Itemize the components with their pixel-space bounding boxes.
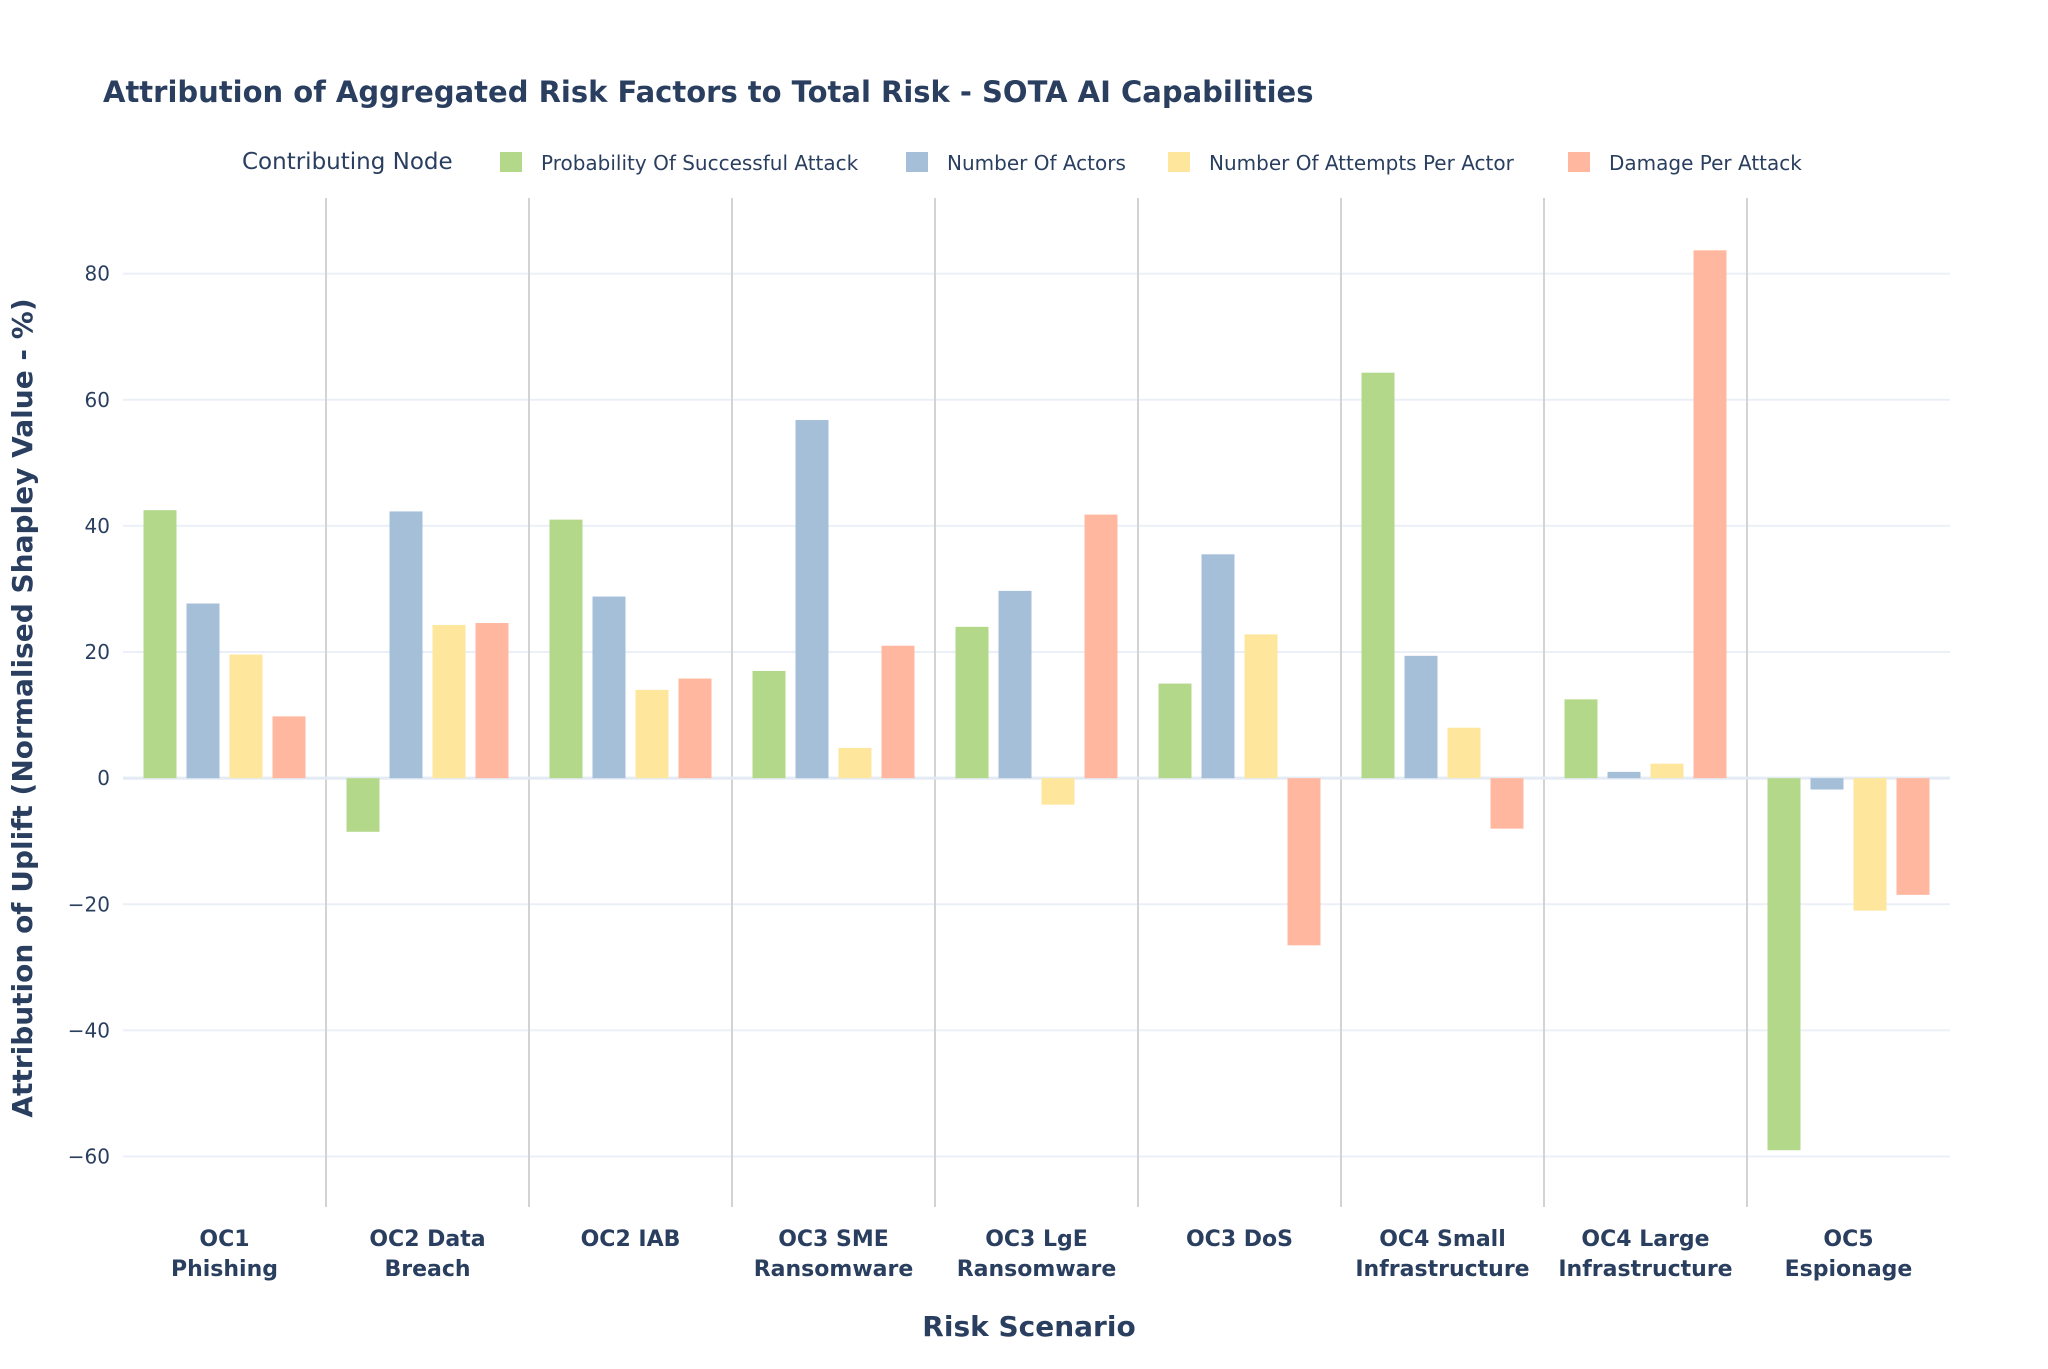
y-tick-label: 60 [85,388,110,412]
bar[interactable] [1767,778,1801,1151]
bar[interactable] [838,747,872,779]
bar[interactable] [143,510,177,779]
bar[interactable] [1564,699,1598,779]
legend-swatch[interactable] [1168,152,1190,172]
x-category-label: OC2 Data [369,1227,485,1252]
bar[interactable] [475,623,509,779]
bar[interactable] [1361,372,1395,779]
bar[interactable] [998,590,1032,779]
chart-title: Attribution of Aggregated Risk Factors t… [103,75,1313,109]
bar[interactable] [1853,778,1887,911]
x-category-labels: OC1 Phishing OC2 Data Breach OC2 IAB OC3 SME R… [171,1227,1912,1282]
legend-swatch[interactable] [500,152,522,172]
bar[interactable] [881,645,915,779]
bar[interactable] [186,603,220,779]
y-tick-label: 80 [85,262,110,286]
y-tick-label: −20 [68,892,110,916]
bar[interactable] [752,670,786,779]
legend-swatch[interactable] [906,152,928,172]
x-category-label: Breach [384,1257,470,1282]
x-category-label: OC3 SME [778,1227,889,1252]
y-tick-label: −40 [68,1018,110,1042]
bar[interactable] [795,419,829,779]
category-separators [325,198,1748,1207]
x-category-label: OC1 [199,1227,249,1252]
x-category-label: OC3 DoS [1186,1227,1293,1252]
y-tick-labels: −60 −40 −20 0 20 40 60 80 [68,262,110,1169]
bar[interactable] [635,689,669,779]
y-axis-title: Attribution of Uplift (Normalised Shaple… [6,298,39,1117]
legend: Contributing Node Probability Of Successf… [242,149,1802,175]
legend-title: Contributing Node [242,149,453,175]
legend-swatch[interactable] [1568,152,1590,172]
bar[interactable] [1490,778,1524,829]
bar[interactable] [1810,778,1844,790]
legend-label[interactable]: Number Of Actors [947,151,1126,175]
bar[interactable] [1201,554,1235,779]
x-category-label: Ransomware [957,1257,1117,1282]
x-category-label: OC5 [1823,1227,1873,1252]
x-category-label: Infrastructure [1355,1257,1529,1282]
bar[interactable] [346,778,380,832]
x-category-label: OC3 LgE [985,1227,1088,1252]
bar[interactable] [1896,778,1930,895]
x-category-label: Phishing [171,1257,278,1282]
bar[interactable] [1693,250,1727,779]
y-tick-label: −60 [68,1145,110,1169]
bar[interactable] [272,716,306,779]
bar[interactable] [432,624,466,779]
legend-label[interactable]: Number Of Attempts Per Actor [1209,151,1515,175]
bar[interactable] [678,678,712,779]
bars-layer [143,250,1930,1151]
bar[interactable] [1158,683,1192,779]
bar[interactable] [1287,778,1321,946]
x-category-label: Espionage [1785,1257,1913,1282]
bar[interactable] [1404,655,1438,779]
y-tick-label: 0 [97,766,110,790]
bar[interactable] [229,654,263,779]
bar[interactable] [592,596,626,779]
legend-label[interactable]: Probability Of Successful Attack [541,151,859,175]
x-axis-title: Risk Scenario [922,1310,1135,1343]
x-category-label: OC4 Large [1581,1227,1709,1252]
x-category-label: Infrastructure [1558,1257,1732,1282]
bar[interactable] [1041,778,1075,805]
x-category-label: Ransomware [754,1257,914,1282]
bar[interactable] [389,511,423,779]
bar[interactable] [1084,514,1118,779]
x-category-label: OC2 IAB [581,1227,681,1252]
grid-layer [123,272,1950,1158]
y-tick-label: 20 [85,640,110,664]
legend-label[interactable]: Damage Per Attack [1609,151,1802,175]
bar[interactable] [1447,727,1481,779]
bar[interactable] [1607,771,1641,779]
bar[interactable] [549,519,583,779]
x-category-label: OC4 Small [1379,1227,1506,1252]
bar[interactable] [1650,763,1684,779]
y-tick-label: 40 [85,514,110,538]
bar[interactable] [955,626,989,779]
bar[interactable] [1244,634,1278,779]
